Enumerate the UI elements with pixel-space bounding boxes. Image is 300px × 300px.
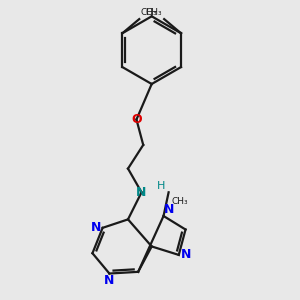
Text: N: N (181, 248, 191, 261)
Text: O: O (131, 113, 142, 126)
Text: CH₃: CH₃ (141, 8, 158, 17)
Text: N: N (104, 274, 115, 287)
Text: N: N (164, 203, 174, 216)
Text: N: N (91, 221, 101, 234)
Text: CH₃: CH₃ (172, 197, 189, 206)
Text: N: N (136, 186, 147, 199)
Text: CH₃: CH₃ (146, 8, 163, 17)
Text: H: H (157, 181, 165, 191)
